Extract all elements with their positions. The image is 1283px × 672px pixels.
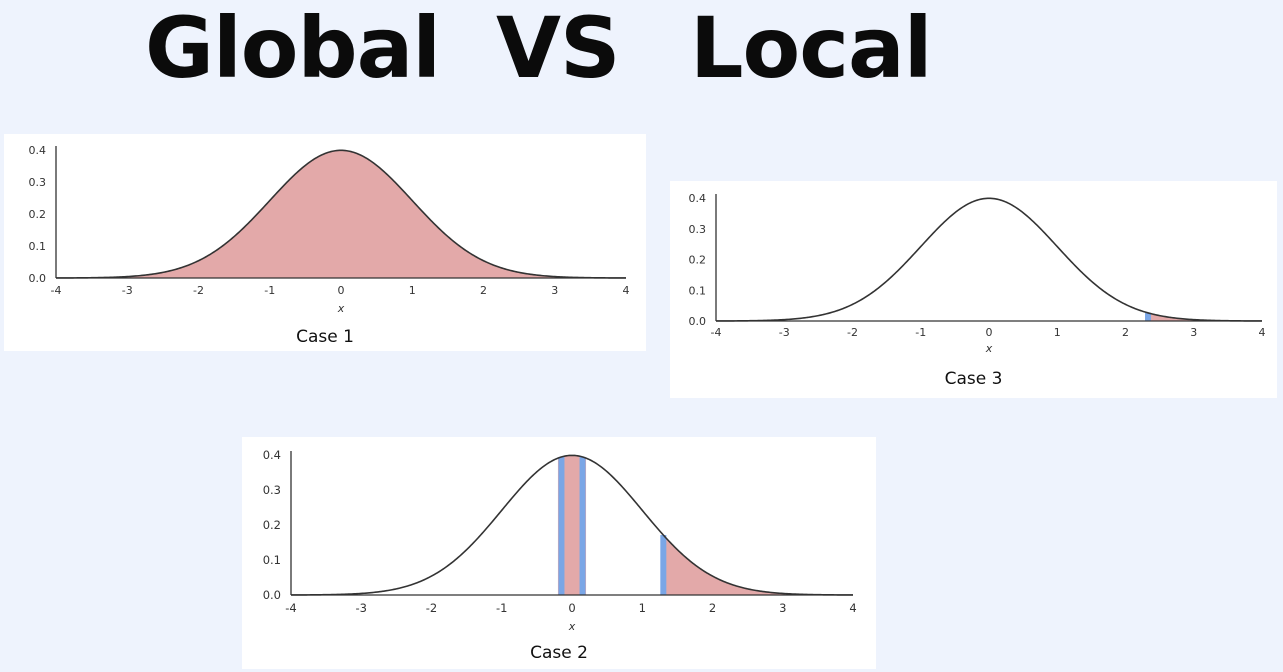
x-tick-label: -2 — [193, 284, 204, 297]
chart-case-2: -4 -3 -2 -1 0 1 2 3 4 0.0 0.1 0.2 0.3 0.4 x — [263, 448, 857, 633]
chart-panel-case-1: -4 -3 -2 -1 0 1 2 3 4 0.0 0.1 0.2 0.3 0.4 x Case 1 — [4, 134, 646, 351]
x-tick-label: 1 — [1054, 326, 1061, 339]
title-global: Global — [145, 0, 441, 97]
shaded-region-0 — [557, 455, 587, 595]
x-tick-label: -3 — [356, 601, 367, 615]
density-curve — [55, 149, 627, 279]
x-tick-label: -1 — [264, 284, 275, 297]
x-tick-label: 2 — [1122, 326, 1129, 339]
marker-bar-2 — [660, 535, 667, 595]
chart-panel-case-3: -4 -3 -2 -1 0 1 2 3 4 0.0 0.1 0.2 0.3 0.4 x Case 3 — [670, 181, 1277, 398]
x-tick-label: -1 — [496, 601, 507, 615]
density-curve — [716, 197, 1262, 322]
y-tick-label: 0.0 — [263, 588, 281, 602]
chart-case-3: -4 -3 -2 -1 0 1 2 3 4 0.0 0.1 0.2 0.3 0.4 x — [689, 192, 1266, 355]
y-tick-label: 0.0 — [29, 272, 47, 285]
x-tick-label: 2 — [709, 601, 716, 615]
shaded-region-0 — [1145, 312, 1262, 321]
x-tick-label: 4 — [1259, 326, 1266, 339]
x-axis-label: x — [337, 302, 345, 315]
x-tick-label: -4 — [711, 326, 722, 339]
y-tick-label: 0.3 — [29, 176, 47, 189]
x-tick-label: -4 — [285, 601, 296, 615]
y-tick-label: 0.1 — [29, 240, 47, 253]
x-tick-label: 0 — [338, 284, 345, 297]
shaded-region-1 — [661, 533, 853, 595]
y-tick-label: 0.2 — [689, 254, 707, 267]
y-tick-label: 0.3 — [689, 223, 707, 236]
shaded-region-0 — [56, 150, 626, 278]
y-tick-label: 0.0 — [689, 315, 707, 328]
x-tick-label: 3 — [551, 284, 558, 297]
x-axis-label: x — [985, 342, 993, 355]
x-tick-label: -2 — [847, 326, 858, 339]
y-tick-label: 0.4 — [689, 192, 707, 205]
x-tick-label: -3 — [779, 326, 790, 339]
marker-bar-1 — [579, 456, 586, 595]
chart-caption-case-1: Case 1 — [296, 327, 354, 347]
x-axis-label: x — [568, 620, 576, 633]
x-tick-label: 3 — [779, 601, 786, 615]
y-tick-label: 0.1 — [263, 553, 281, 567]
y-tick-label: 0.1 — [689, 284, 707, 297]
chart-panel-case-2: -4 -3 -2 -1 0 1 2 3 4 0.0 0.1 0.2 0.3 0.4 x Case 2 — [242, 437, 876, 669]
x-tick-label: 2 — [480, 284, 487, 297]
x-tick-label: 4 — [849, 601, 856, 615]
chart-case-1: -4 -3 -2 -1 0 1 2 3 4 0.0 0.1 0.2 0.3 0.4 x — [29, 144, 630, 315]
x-tick-label: 1 — [639, 601, 646, 615]
y-tick-label: 0.2 — [263, 518, 281, 532]
x-tick-label: 3 — [1190, 326, 1197, 339]
x-tick-label: 4 — [623, 284, 630, 297]
y-tick-label: 0.2 — [29, 208, 47, 221]
x-tick-label: -3 — [122, 284, 133, 297]
marker-bar-0 — [1145, 312, 1152, 321]
density-curve — [291, 454, 853, 596]
slide-title: Global VS Local — [0, 0, 1283, 98]
x-tick-label: -4 — [51, 284, 62, 297]
x-tick-label: -2 — [426, 601, 437, 615]
x-tick-label: 1 — [409, 284, 416, 297]
x-tick-label: 0 — [986, 326, 993, 339]
x-tick-label: 0 — [568, 601, 575, 615]
chart-caption-case-3: Case 3 — [944, 369, 1003, 389]
y-tick-label: 0.4 — [263, 448, 281, 462]
marker-bar-0 — [558, 456, 565, 595]
y-tick-label: 0.4 — [29, 144, 47, 157]
title-local: Local — [690, 0, 933, 97]
title-vs: VS — [496, 0, 621, 97]
chart-caption-case-2: Case 2 — [530, 643, 588, 663]
y-tick-label: 0.3 — [263, 483, 281, 497]
x-tick-label: -1 — [915, 326, 926, 339]
